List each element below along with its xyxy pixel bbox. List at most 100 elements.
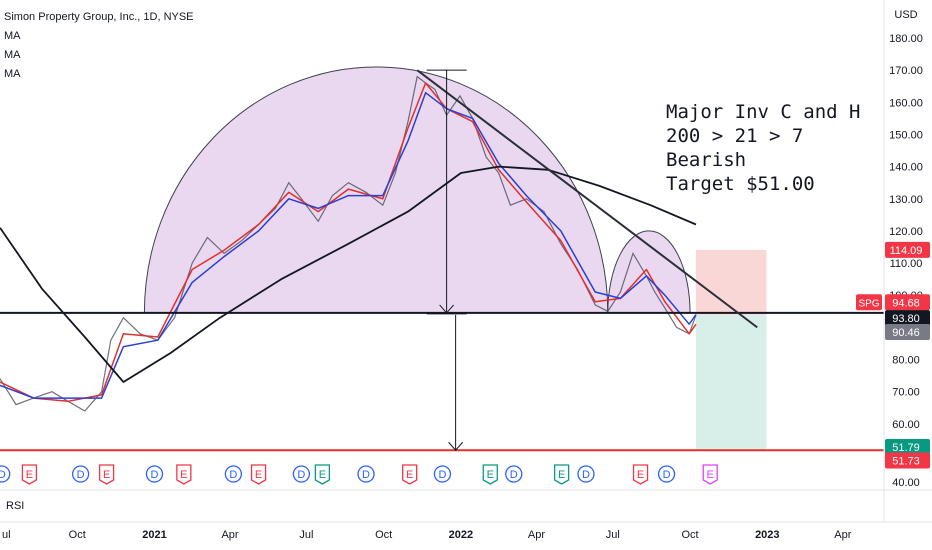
earnings-marker[interactable]: E [702,464,718,485]
measure-arrow-head-1 [439,304,454,314]
event-marker-label: E [255,469,262,481]
event-marker-label: E [319,469,326,481]
price-label-bg [885,241,930,258]
earnings-marker-shape [98,464,115,485]
ma-legend-3[interactable]: MA [4,68,21,80]
ma-line-2 [0,91,697,399]
dividend-marker[interactable]: D [505,465,523,483]
dividend-marker-circle [292,465,311,483]
pattern-lines [0,69,884,452]
earnings-marker-shape [553,464,570,485]
earnings-marker-shape [21,464,38,485]
ma-line-1 [0,82,697,403]
dividend-marker[interactable]: D [357,465,375,483]
y-tick-label: 60.00 [892,419,920,431]
dividend-marker[interactable]: D [292,465,311,483]
rsi-pane-label[interactable]: RSI [6,500,25,512]
event-marker-label: D [150,469,158,481]
earnings-marker[interactable]: E [553,464,570,485]
event-marker-label: E [26,469,33,481]
x-tick-label: 2023 [755,529,779,541]
price-label-text: 51.73 [892,456,920,468]
measure-arrow-head-2 [448,441,463,452]
dividend-marker[interactable]: D [657,465,676,483]
y-tick-label: 160.00 [889,97,923,109]
price-labels: 114.09 94.68 93.80 90.46 51.79 51.73 SPG [856,241,930,469]
price-series-group [0,75,697,412]
earnings-marker[interactable]: E [632,464,649,485]
y-tick-label: 110.00 [890,258,923,270]
dividend-marker-circle [357,465,375,483]
x-tick-label: Jul [299,529,313,541]
handle-dome [607,230,691,314]
price-label: 90.46 [885,323,930,340]
price-label: 51.79 [885,438,930,455]
dividend-marker[interactable]: D [433,465,452,483]
pattern-annotation[interactable]: Major Inv C and H 200 > 21 > 7 Bearish T… [666,100,860,196]
cup-dome [143,66,609,314]
dividend-marker[interactable]: D [145,465,164,483]
price-label-bg [885,452,930,469]
event-marker-label: D [510,469,518,481]
ticker-tag-text: SPG [858,298,879,309]
earnings-marker[interactable]: E [21,464,38,485]
earnings-marker[interactable]: E [402,464,418,485]
price-label-text: 94.68 [892,297,920,309]
annotation-line-1: Major Inv C and H [666,101,861,123]
price-label: 114.09 [885,241,930,258]
dividend-marker[interactable]: D [577,465,595,483]
earnings-marker[interactable]: E [176,464,192,485]
event-marker-label: D [297,469,305,481]
price-label-text: 90.46 [892,327,920,339]
earnings-marker[interactable]: E [482,464,498,485]
position-zones [695,249,767,451]
earnings-marker-shape [314,464,331,485]
price-label-text: 51.79 [892,442,920,454]
x-tick-label: Oct [682,529,699,541]
earnings-marker-shape [176,464,192,485]
profit-target-zone [695,315,767,451]
dividend-marker[interactable]: D [0,465,11,483]
y-tick-label: 150.00 [889,129,923,141]
x-tick-label: ul [2,529,11,541]
event-marker-label: E [637,469,644,481]
price-label: 93.80 [885,310,930,327]
price-label-text: 93.80 [892,313,920,325]
stop-loss-zone [695,249,767,316]
x-tick-label: Oct [69,529,86,541]
earnings-marker[interactable]: E [98,464,115,485]
event-marker-label: D [582,469,590,481]
ma-legend-2[interactable]: MA [4,49,21,61]
event-marker-label: D [0,469,6,481]
down-trendline [416,69,758,329]
ticker-tag-bg [856,294,882,311]
dividend-marker-circle [0,465,11,483]
dividend-marker-circle [505,465,523,483]
x-tick-label: 2022 [449,529,473,541]
chart-title[interactable]: Simon Property Group, Inc., 1D, NYSE [4,11,194,23]
dividend-marker[interactable]: D [224,465,243,483]
earnings-marker[interactable]: E [314,464,331,485]
dividend-marker[interactable]: D [71,465,90,483]
event-marker-label: D [362,469,370,481]
event-marker-label: D [663,469,671,481]
price-label: 51.73 [885,452,930,469]
dividend-marker-circle [71,465,90,483]
y-tick-label: 170.00 [889,65,923,77]
y-tick-label: 120.00 [889,226,923,238]
x-tick-label: Oct [375,529,392,541]
price-label-bg [885,438,930,455]
earnings-marker[interactable]: E [250,464,267,485]
event-marker-label: D [229,469,237,481]
x-tick-label: Apr [528,529,545,541]
price-label-bg [885,323,930,340]
ma-legend-1[interactable]: MA [4,30,21,42]
earnings-marker-shape [702,464,718,485]
annotation-line-3: Bearish [666,149,747,171]
ma-line-3 [0,165,697,383]
y-tick-label: 180.00 [889,33,923,45]
x-axis: ul Oct 2021 Apr Jul Oct 2022 Apr Jul Oct 2023 Apr [0,489,932,541]
y-tick-label: 70.00 [892,387,920,399]
